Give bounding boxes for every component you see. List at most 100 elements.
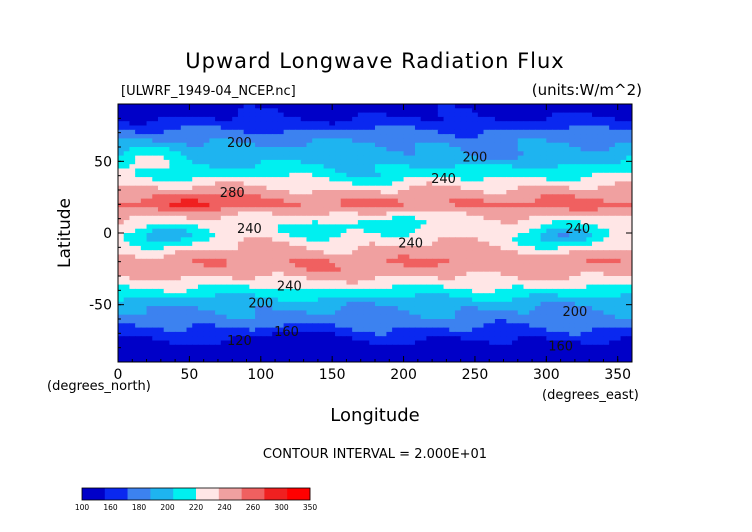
field-cell bbox=[409, 104, 416, 109]
field-cell bbox=[620, 164, 627, 170]
field-cell bbox=[460, 207, 467, 213]
field-cell bbox=[186, 142, 193, 148]
field-cell bbox=[266, 306, 273, 311]
field-cell bbox=[494, 181, 502, 187]
field-cell bbox=[420, 293, 427, 299]
field-cell bbox=[517, 172, 525, 178]
field-cell bbox=[409, 336, 416, 342]
field-cell bbox=[369, 306, 376, 311]
field-cell bbox=[426, 147, 433, 152]
field-cell bbox=[129, 181, 136, 187]
field-cell bbox=[512, 121, 519, 127]
field-cell bbox=[312, 138, 319, 144]
field-cell bbox=[432, 142, 439, 148]
field-cell bbox=[329, 112, 336, 118]
field-cell bbox=[323, 267, 330, 273]
field-cell bbox=[414, 224, 422, 230]
field-cell bbox=[592, 301, 599, 307]
field-cell bbox=[352, 250, 359, 256]
field-cell bbox=[340, 116, 348, 122]
field-cell bbox=[232, 112, 239, 118]
field-cell bbox=[197, 220, 205, 225]
field-cell bbox=[414, 336, 422, 342]
field-cell bbox=[380, 121, 388, 127]
field-cell bbox=[489, 271, 496, 277]
field-cell bbox=[209, 164, 216, 170]
field-cell bbox=[449, 177, 456, 182]
field-cell bbox=[500, 112, 507, 118]
field-cell bbox=[597, 228, 605, 234]
field-cell bbox=[123, 314, 131, 320]
field-cell bbox=[426, 271, 433, 277]
field-cell bbox=[449, 331, 456, 337]
field-cell bbox=[312, 280, 319, 286]
field-cell bbox=[249, 297, 256, 303]
field-cell bbox=[580, 151, 587, 157]
field-cell bbox=[123, 155, 131, 161]
field-cell bbox=[346, 202, 353, 208]
field-cell bbox=[500, 116, 507, 122]
field-cell bbox=[586, 319, 593, 324]
field-cell bbox=[540, 336, 547, 342]
field-cell bbox=[186, 323, 193, 329]
field-cell bbox=[426, 284, 433, 290]
field-cell bbox=[163, 215, 170, 221]
field-cell bbox=[306, 224, 313, 230]
field-cell bbox=[306, 327, 313, 333]
field-cell bbox=[152, 121, 159, 127]
field-cell bbox=[237, 215, 245, 221]
field-cell bbox=[306, 314, 313, 320]
field-cell bbox=[266, 185, 273, 191]
field-cell bbox=[335, 224, 342, 230]
field-cell bbox=[186, 198, 193, 204]
field-cell bbox=[186, 258, 193, 264]
field-cell bbox=[506, 151, 513, 157]
field-cell bbox=[249, 202, 256, 208]
field-cell bbox=[420, 134, 427, 139]
field-cell bbox=[283, 138, 290, 144]
field-cell bbox=[140, 271, 148, 277]
field-cell bbox=[523, 237, 530, 243]
field-cell bbox=[517, 202, 525, 208]
field-cell bbox=[197, 138, 205, 144]
field-cell bbox=[289, 155, 296, 161]
field-cell bbox=[586, 164, 593, 170]
field-cell bbox=[175, 207, 182, 213]
field-cell bbox=[460, 168, 467, 174]
field-cell bbox=[146, 198, 153, 204]
field-cell bbox=[152, 340, 159, 346]
field-cell bbox=[466, 228, 473, 234]
field-cell bbox=[260, 340, 268, 346]
field-cell bbox=[323, 280, 330, 286]
field-cell bbox=[306, 271, 313, 277]
field-cell bbox=[586, 155, 593, 161]
field-cell bbox=[409, 233, 416, 238]
field-cell bbox=[597, 198, 605, 204]
field-cell bbox=[312, 134, 319, 139]
field-cell bbox=[574, 254, 582, 260]
field-cell bbox=[620, 138, 627, 144]
field-cell bbox=[289, 336, 296, 342]
field-cell bbox=[197, 237, 205, 243]
field-cell bbox=[517, 314, 525, 320]
field-cell bbox=[260, 237, 268, 243]
field-cell bbox=[426, 293, 433, 299]
field-cell bbox=[426, 314, 433, 320]
field-cell bbox=[312, 202, 319, 208]
field-cell bbox=[363, 250, 370, 256]
field-cell bbox=[363, 288, 370, 294]
field-cell bbox=[517, 323, 525, 329]
field-cell bbox=[255, 271, 262, 277]
field-cell bbox=[277, 224, 285, 230]
field-cell bbox=[357, 263, 365, 268]
field-cell bbox=[523, 280, 530, 286]
field-cell bbox=[129, 258, 136, 264]
field-cell bbox=[135, 310, 142, 316]
field-cell bbox=[500, 297, 507, 303]
field-cell bbox=[375, 190, 382, 195]
field-cell bbox=[449, 323, 456, 329]
field-cell bbox=[323, 215, 330, 221]
field-cell bbox=[546, 241, 553, 247]
field-cell bbox=[420, 263, 427, 268]
field-cell bbox=[392, 250, 399, 256]
